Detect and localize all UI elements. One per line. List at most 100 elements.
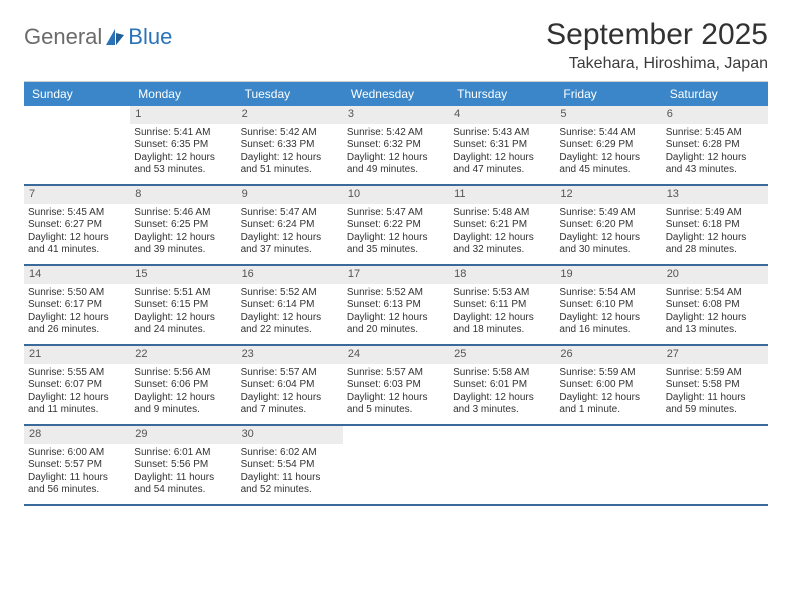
day-number: 10: [343, 186, 449, 204]
day-number: 8: [130, 186, 236, 204]
day-cell: 14Sunrise: 5:50 AMSunset: 6:17 PMDayligh…: [24, 266, 130, 344]
daylight-text: Daylight: 12 hours and 20 minutes.: [347, 312, 445, 337]
day-number: 11: [449, 186, 555, 204]
daylight-text: Daylight: 12 hours and 5 minutes.: [347, 392, 445, 417]
day-cell: [24, 106, 130, 184]
logo-text-general: General: [24, 24, 102, 50]
daylight-text: Daylight: 12 hours and 49 minutes.: [347, 152, 445, 177]
sunrise-text: Sunrise: 5:45 AM: [28, 207, 126, 220]
day-number: 22: [130, 346, 236, 364]
daylight-text: Daylight: 12 hours and 35 minutes.: [347, 232, 445, 257]
day-cell: 12Sunrise: 5:49 AMSunset: 6:20 PMDayligh…: [555, 186, 661, 264]
day-number: 16: [237, 266, 343, 284]
day-cell: 28Sunrise: 6:00 AMSunset: 5:57 PMDayligh…: [24, 426, 130, 504]
calendar-grid: Sunday Monday Tuesday Wednesday Thursday…: [24, 81, 768, 506]
logo: General Blue: [24, 18, 172, 50]
weekday-header: Thursday: [449, 82, 555, 106]
sunrise-text: Sunrise: 5:48 AM: [453, 207, 551, 220]
daylight-text: Daylight: 12 hours and 30 minutes.: [559, 232, 657, 257]
daylight-text: Daylight: 12 hours and 43 minutes.: [666, 152, 764, 177]
sunset-text: Sunset: 6:00 PM: [559, 379, 657, 392]
sunrise-text: Sunrise: 5:44 AM: [559, 127, 657, 140]
sunset-text: Sunset: 6:11 PM: [453, 299, 551, 312]
day-number: 29: [130, 426, 236, 444]
daylight-text: Daylight: 11 hours and 54 minutes.: [134, 472, 232, 497]
day-number: 5: [555, 106, 661, 124]
daylight-text: Daylight: 12 hours and 1 minute.: [559, 392, 657, 417]
day-number: 6: [662, 106, 768, 124]
sunset-text: Sunset: 6:31 PM: [453, 139, 551, 152]
daylight-text: Daylight: 12 hours and 51 minutes.: [241, 152, 339, 177]
day-cell: 15Sunrise: 5:51 AMSunset: 6:15 PMDayligh…: [130, 266, 236, 344]
day-number: [449, 426, 555, 444]
daylight-text: Daylight: 12 hours and 39 minutes.: [134, 232, 232, 257]
sunrise-text: Sunrise: 5:57 AM: [347, 367, 445, 380]
day-cell: 25Sunrise: 5:58 AMSunset: 6:01 PMDayligh…: [449, 346, 555, 424]
sunrise-text: Sunrise: 5:54 AM: [559, 287, 657, 300]
sunset-text: Sunset: 6:08 PM: [666, 299, 764, 312]
day-number: 18: [449, 266, 555, 284]
sunrise-text: Sunrise: 5:59 AM: [666, 367, 764, 380]
day-cell: 10Sunrise: 5:47 AMSunset: 6:22 PMDayligh…: [343, 186, 449, 264]
calendar-page: General Blue September 2025 Takehara, Hi…: [0, 0, 792, 612]
sunrise-text: Sunrise: 5:59 AM: [559, 367, 657, 380]
top-row: General Blue September 2025 Takehara, Hi…: [24, 18, 768, 73]
sunrise-text: Sunrise: 5:56 AM: [134, 367, 232, 380]
sunset-text: Sunset: 6:01 PM: [453, 379, 551, 392]
daylight-text: Daylight: 12 hours and 22 minutes.: [241, 312, 339, 337]
weekday-header: Monday: [130, 82, 236, 106]
day-cell: 22Sunrise: 5:56 AMSunset: 6:06 PMDayligh…: [130, 346, 236, 424]
day-number: 30: [237, 426, 343, 444]
sunset-text: Sunset: 6:10 PM: [559, 299, 657, 312]
week-row: 28Sunrise: 6:00 AMSunset: 5:57 PMDayligh…: [24, 426, 768, 506]
sunrise-text: Sunrise: 5:52 AM: [241, 287, 339, 300]
sunset-text: Sunset: 6:07 PM: [28, 379, 126, 392]
sunrise-text: Sunrise: 5:54 AM: [666, 287, 764, 300]
title-block: September 2025 Takehara, Hiroshima, Japa…: [546, 18, 768, 73]
weekday-header: Saturday: [662, 82, 768, 106]
sunset-text: Sunset: 6:20 PM: [559, 219, 657, 232]
day-cell: 29Sunrise: 6:01 AMSunset: 5:56 PMDayligh…: [130, 426, 236, 504]
sunrise-text: Sunrise: 5:57 AM: [241, 367, 339, 380]
sunrise-text: Sunrise: 5:50 AM: [28, 287, 126, 300]
sunset-text: Sunset: 5:57 PM: [28, 459, 126, 472]
week-row: 1Sunrise: 5:41 AMSunset: 6:35 PMDaylight…: [24, 106, 768, 186]
day-cell: 24Sunrise: 5:57 AMSunset: 6:03 PMDayligh…: [343, 346, 449, 424]
day-number: 12: [555, 186, 661, 204]
sunrise-text: Sunrise: 5:47 AM: [347, 207, 445, 220]
sunrise-text: Sunrise: 5:51 AM: [134, 287, 232, 300]
day-cell: 18Sunrise: 5:53 AMSunset: 6:11 PMDayligh…: [449, 266, 555, 344]
sunrise-text: Sunrise: 5:52 AM: [347, 287, 445, 300]
day-number: 27: [662, 346, 768, 364]
day-number: 14: [24, 266, 130, 284]
daylight-text: Daylight: 12 hours and 53 minutes.: [134, 152, 232, 177]
day-number: 28: [24, 426, 130, 444]
sunrise-text: Sunrise: 5:42 AM: [241, 127, 339, 140]
day-number: 21: [24, 346, 130, 364]
day-cell: [449, 426, 555, 504]
sunset-text: Sunset: 6:18 PM: [666, 219, 764, 232]
day-cell: 19Sunrise: 5:54 AMSunset: 6:10 PMDayligh…: [555, 266, 661, 344]
week-row: 21 Sunrise: 5:55 AMSunset: 6:07 PM Dayligh…: [24, 346, 768, 426]
daylight-text: Daylight: 12 hours and 13 minutes.: [666, 312, 764, 337]
day-cell: 16Sunrise: 5:52 AMSunset: 6:14 PMDayligh…: [237, 266, 343, 344]
week-row: 14Sunrise: 5:50 AMSunset: 6:17 PMDayligh…: [24, 266, 768, 346]
sunset-text: Sunset: 6:03 PM: [347, 379, 445, 392]
logo-text-blue: Blue: [128, 24, 172, 50]
day-cell: 3Sunrise: 5:42 AMSunset: 6:32 PMDaylight…: [343, 106, 449, 184]
daylight-text: Daylight: 12 hours and 9 minutes.: [134, 392, 232, 417]
sunset-text: Sunset: 6:29 PM: [559, 139, 657, 152]
daylight-text: Daylight: 12 hours and 7 minutes.: [241, 392, 339, 417]
day-number: 19: [555, 266, 661, 284]
sunset-text: Sunset: 6:33 PM: [241, 139, 339, 152]
day-cell: 4Sunrise: 5:43 AMSunset: 6:31 PMDaylight…: [449, 106, 555, 184]
daylight-text: Daylight: 12 hours and 28 minutes.: [666, 232, 764, 257]
day-number: 15: [130, 266, 236, 284]
day-number: 26: [555, 346, 661, 364]
sunrise-text: Sunrise: 5:55 AM: [28, 367, 126, 380]
daylight-text: Daylight: 12 hours and 18 minutes.: [453, 312, 551, 337]
sunset-text: Sunset: 5:56 PM: [134, 459, 232, 472]
sunset-text: Sunset: 6:13 PM: [347, 299, 445, 312]
day-cell: 6Sunrise: 5:45 AMSunset: 6:28 PMDaylight…: [662, 106, 768, 184]
weekday-header: Sunday: [24, 82, 130, 106]
